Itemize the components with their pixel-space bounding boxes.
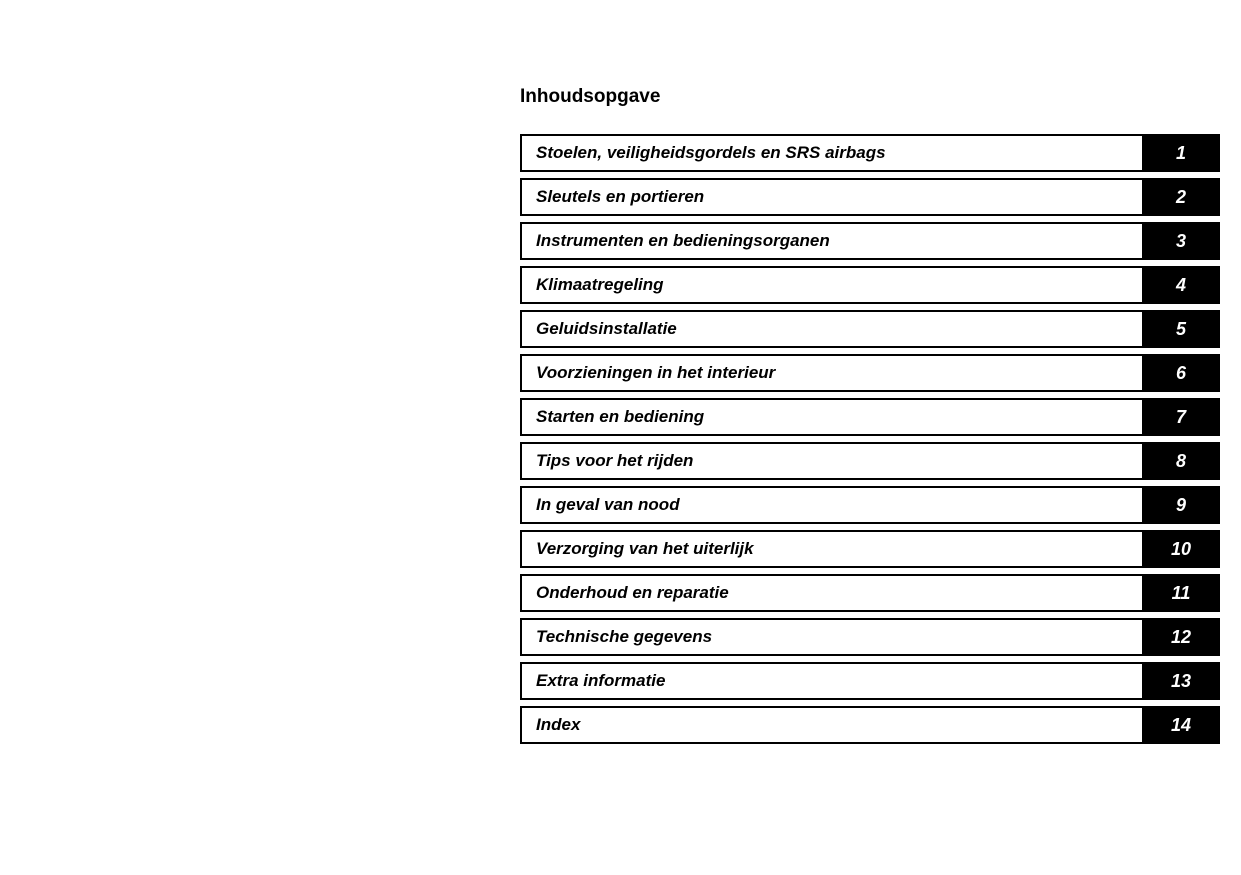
toc-row: Onderhoud en reparatie 11 <box>520 574 1220 612</box>
toc-label: Instrumenten en bedieningsorganen <box>522 224 1142 258</box>
toc-label: Stoelen, veiligheidsgordels en SRS airba… <box>522 136 1142 170</box>
toc-label: Sleutels en portieren <box>522 180 1142 214</box>
toc-number: 14 <box>1142 708 1218 742</box>
toc-row: Verzorging van het uiterlijk 10 <box>520 530 1220 568</box>
toc-number: 2 <box>1142 180 1218 214</box>
toc-number: 8 <box>1142 444 1218 478</box>
toc-number: 9 <box>1142 488 1218 522</box>
toc-row: Klimaatregeling 4 <box>520 266 1220 304</box>
toc-number: 7 <box>1142 400 1218 434</box>
toc-label: Technische gegevens <box>522 620 1142 654</box>
toc-number: 5 <box>1142 312 1218 346</box>
toc-number: 6 <box>1142 356 1218 390</box>
toc-number: 13 <box>1142 664 1218 698</box>
toc-list: Stoelen, veiligheidsgordels en SRS airba… <box>520 134 1220 744</box>
toc-label: Tips voor het rijden <box>522 444 1142 478</box>
toc-row: Starten en bediening 7 <box>520 398 1220 436</box>
toc-label: In geval van nood <box>522 488 1142 522</box>
toc-label: Geluidsinstallatie <box>522 312 1142 346</box>
toc-container: Inhoudsopgave Stoelen, veiligheidsgordel… <box>520 86 1220 744</box>
toc-label: Voorzieningen in het interieur <box>522 356 1142 390</box>
toc-label: Onderhoud en reparatie <box>522 576 1142 610</box>
toc-row: Geluidsinstallatie 5 <box>520 310 1220 348</box>
toc-number: 3 <box>1142 224 1218 258</box>
toc-heading: Inhoudsopgave <box>520 86 1220 108</box>
toc-number: 4 <box>1142 268 1218 302</box>
toc-label: Extra informatie <box>522 664 1142 698</box>
toc-row: Stoelen, veiligheidsgordels en SRS airba… <box>520 134 1220 172</box>
toc-label: Klimaatregeling <box>522 268 1142 302</box>
toc-number: 1 <box>1142 136 1218 170</box>
toc-row: Extra informatie 13 <box>520 662 1220 700</box>
toc-number: 11 <box>1142 576 1218 610</box>
toc-number: 12 <box>1142 620 1218 654</box>
toc-row: Instrumenten en bedieningsorganen 3 <box>520 222 1220 260</box>
toc-number: 10 <box>1142 532 1218 566</box>
toc-label: Index <box>522 708 1142 742</box>
toc-row: Tips voor het rijden 8 <box>520 442 1220 480</box>
toc-row: Index 14 <box>520 706 1220 744</box>
toc-row: Voorzieningen in het interieur 6 <box>520 354 1220 392</box>
toc-row: Sleutels en portieren 2 <box>520 178 1220 216</box>
toc-row: In geval van nood 9 <box>520 486 1220 524</box>
toc-label: Verzorging van het uiterlijk <box>522 532 1142 566</box>
toc-row: Technische gegevens 12 <box>520 618 1220 656</box>
toc-label: Starten en bediening <box>522 400 1142 434</box>
